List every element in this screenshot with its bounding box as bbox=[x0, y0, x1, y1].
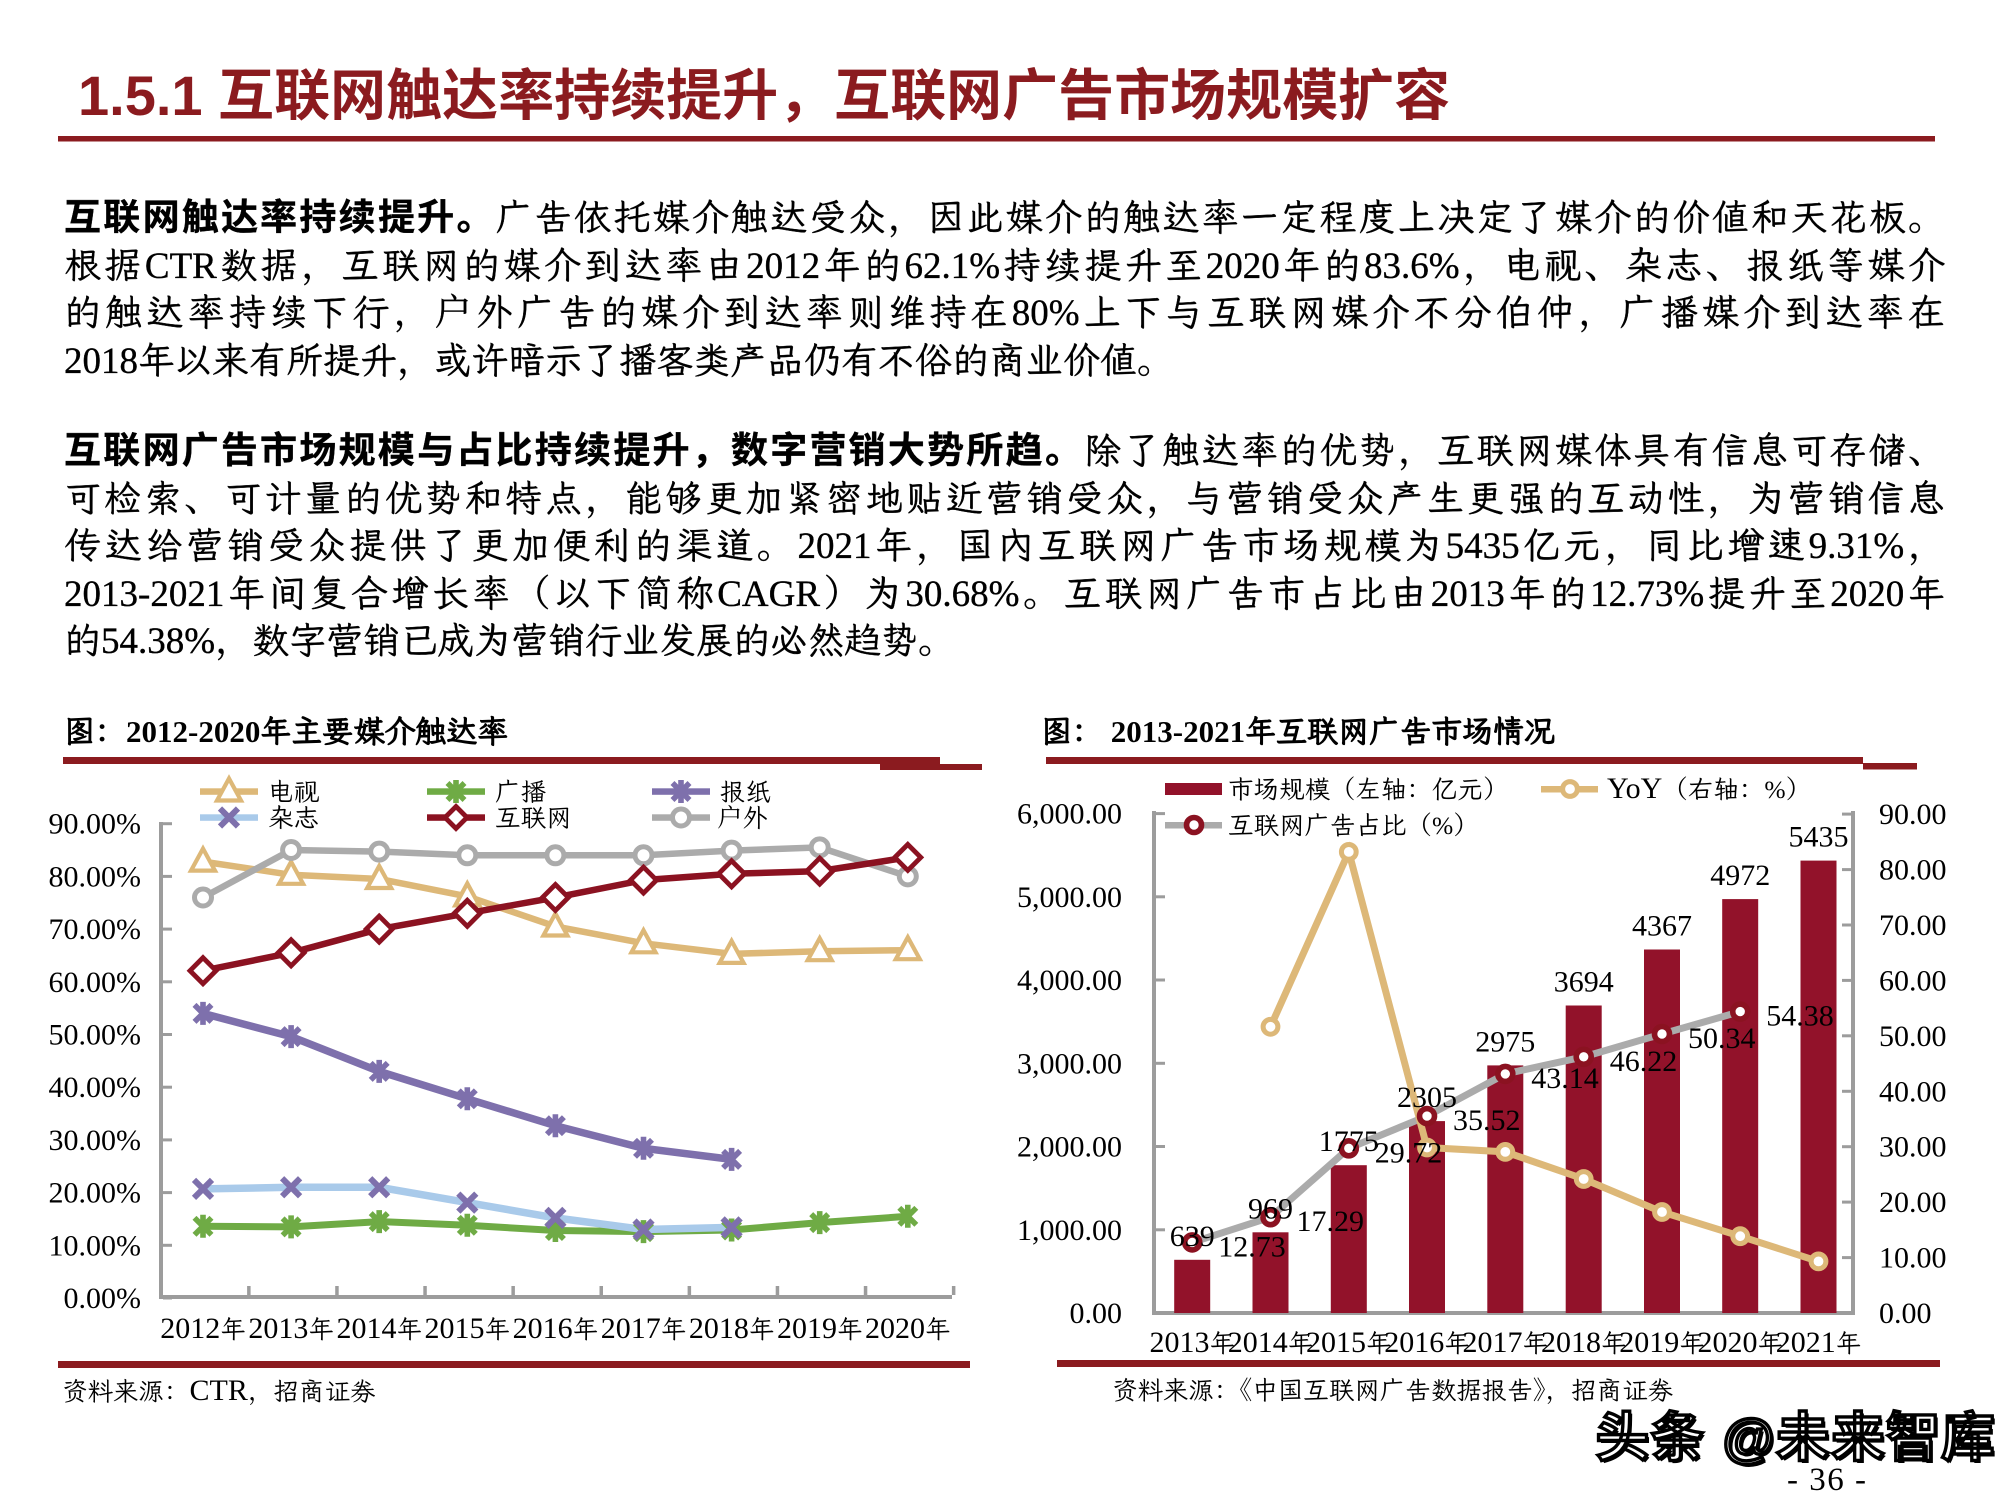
svg-text:80.00: 80.00 bbox=[1879, 854, 1947, 887]
svg-text:2013年: 2013年 bbox=[248, 1312, 334, 1345]
svg-text:12.73: 12.73 bbox=[1218, 1230, 1286, 1263]
svg-text:2015年: 2015年 bbox=[1306, 1326, 1392, 1359]
svg-text:60.00: 60.00 bbox=[1879, 964, 1947, 997]
svg-text:40.00%: 40.00% bbox=[49, 1071, 142, 1104]
svg-text:35.52: 35.52 bbox=[1453, 1104, 1521, 1137]
svg-text:5,000.00: 5,000.00 bbox=[1017, 881, 1122, 914]
svg-text:2,000.00: 2,000.00 bbox=[1017, 1131, 1122, 1164]
svg-text:3,000.00: 3,000.00 bbox=[1017, 1047, 1122, 1080]
svg-text:50.00: 50.00 bbox=[1879, 1020, 1947, 1053]
svg-text:2014年: 2014年 bbox=[1228, 1326, 1314, 1359]
svg-text:2021年: 2021年 bbox=[1776, 1326, 1862, 1359]
svg-text:3694: 3694 bbox=[1554, 966, 1614, 999]
svg-text:2018年: 2018年 bbox=[689, 1312, 775, 1345]
svg-text:10.00%: 10.00% bbox=[49, 1229, 142, 1262]
svg-text:0.00%: 0.00% bbox=[64, 1282, 142, 1315]
svg-text:户外: 户外 bbox=[717, 804, 768, 833]
svg-text:2305: 2305 bbox=[1397, 1081, 1457, 1114]
svg-text:4367: 4367 bbox=[1632, 910, 1692, 943]
svg-text:图：2012-2020年主要媒介触达率: 图：2012-2020年主要媒介触达率 bbox=[64, 714, 508, 749]
svg-text:90.00: 90.00 bbox=[1879, 798, 1947, 831]
svg-text:20.00%: 20.00% bbox=[49, 1177, 142, 1210]
svg-text:969: 969 bbox=[1248, 1192, 1293, 1225]
svg-text:资料来源：CTR，招商证券: 资料来源：CTR，招商证券 bbox=[62, 1374, 376, 1407]
svg-text:43.14: 43.14 bbox=[1531, 1062, 1599, 1095]
svg-text:5435: 5435 bbox=[1789, 821, 1849, 854]
svg-text:54.38: 54.38 bbox=[1766, 1000, 1834, 1033]
svg-text:2017年: 2017年 bbox=[601, 1312, 687, 1345]
svg-text:639: 639 bbox=[1170, 1220, 1215, 1253]
svg-text:0.00: 0.00 bbox=[1879, 1297, 1932, 1330]
svg-text:图： 2013-2021年互联网广告市场情况: 图： 2013-2021年互联网广告市场情况 bbox=[1041, 714, 1555, 749]
svg-text:资料来源：《中国互联网广告数据报告》，招商证券: 资料来源：《中国互联网广告数据报告》，招商证券 bbox=[1112, 1376, 1674, 1405]
svg-text:2975: 2975 bbox=[1475, 1025, 1535, 1058]
svg-text:互联网: 互联网 bbox=[495, 804, 572, 833]
svg-text:2019年: 2019年 bbox=[1619, 1326, 1705, 1359]
svg-text:2018年: 2018年 bbox=[1541, 1326, 1627, 1359]
svg-text:4,000.00: 4,000.00 bbox=[1017, 964, 1122, 997]
svg-text:17.29: 17.29 bbox=[1297, 1205, 1365, 1238]
svg-text:4972: 4972 bbox=[1710, 859, 1770, 892]
svg-text:6,000.00: 6,000.00 bbox=[1017, 798, 1122, 831]
svg-text:1775: 1775 bbox=[1319, 1125, 1379, 1158]
svg-text:2016年: 2016年 bbox=[513, 1312, 599, 1345]
svg-text:YoY（右轴：%）: YoY（右轴：%） bbox=[1607, 772, 1811, 805]
svg-text:70.00%: 70.00% bbox=[49, 913, 142, 946]
svg-text:30.00: 30.00 bbox=[1879, 1131, 1947, 1164]
svg-text:30.00%: 30.00% bbox=[49, 1124, 142, 1157]
svg-text:20.00: 20.00 bbox=[1879, 1186, 1947, 1219]
svg-text:2020年: 2020年 bbox=[1697, 1326, 1783, 1359]
svg-text:10.00: 10.00 bbox=[1879, 1242, 1947, 1275]
svg-text:60.00%: 60.00% bbox=[49, 966, 142, 999]
svg-text:广播: 广播 bbox=[495, 778, 547, 807]
svg-text:2019年: 2019年 bbox=[777, 1312, 863, 1345]
svg-text:80.00%: 80.00% bbox=[49, 860, 142, 893]
svg-text:2016年: 2016年 bbox=[1384, 1326, 1470, 1359]
svg-text:电视: 电视 bbox=[268, 778, 319, 807]
svg-text:2012年: 2012年 bbox=[160, 1312, 246, 1345]
svg-text:2017年: 2017年 bbox=[1463, 1326, 1549, 1359]
svg-text:50.34: 50.34 bbox=[1688, 1022, 1756, 1055]
svg-text:2013年: 2013年 bbox=[1149, 1326, 1235, 1359]
svg-text:报纸: 报纸 bbox=[720, 778, 771, 807]
svg-text:市场规模（左轴：亿元）: 市场规模（左轴：亿元） bbox=[1228, 775, 1509, 804]
svg-text:杂志: 杂志 bbox=[268, 804, 319, 833]
svg-text:0.00: 0.00 bbox=[1070, 1297, 1123, 1330]
svg-text:2020年: 2020年 bbox=[865, 1312, 951, 1345]
svg-text:2014年: 2014年 bbox=[336, 1312, 422, 1345]
svg-text:40.00: 40.00 bbox=[1879, 1075, 1947, 1108]
svg-text:1,000.00: 1,000.00 bbox=[1017, 1214, 1122, 1247]
svg-text:50.00%: 50.00% bbox=[49, 1019, 142, 1052]
svg-text:70.00: 70.00 bbox=[1879, 909, 1947, 942]
svg-text:46.22: 46.22 bbox=[1610, 1045, 1678, 1078]
svg-text:互联网广告占比（%）: 互联网广告占比（%） bbox=[1228, 811, 1479, 840]
svg-text:29.72: 29.72 bbox=[1375, 1136, 1443, 1169]
svg-text:90.00%: 90.00% bbox=[49, 808, 142, 841]
svg-text:2015年: 2015年 bbox=[425, 1312, 511, 1345]
